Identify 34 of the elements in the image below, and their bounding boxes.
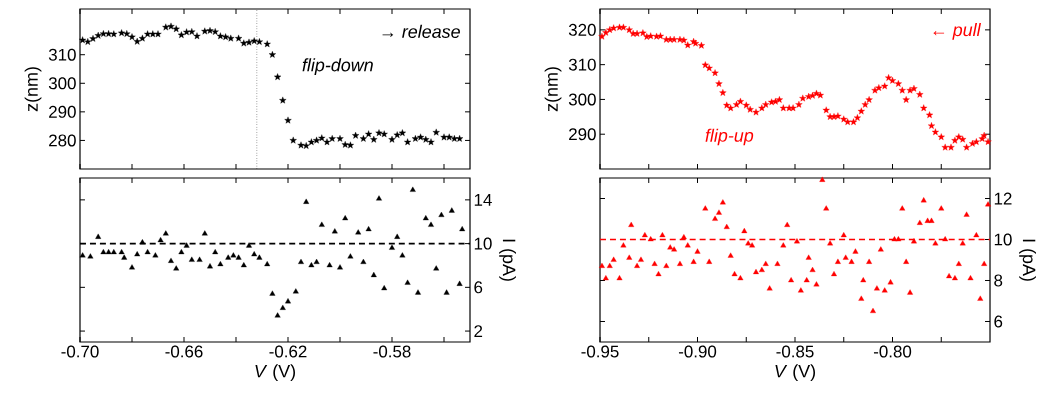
x-tick-label: -0.62: [269, 345, 307, 358]
x-tick-label: -0.80: [873, 345, 912, 358]
y2-tick-label: 10: [994, 233, 1012, 246]
y2-tick-label: 2: [474, 325, 483, 337]
y-tick-label: 310: [568, 58, 596, 71]
y-tick-label: 320: [568, 23, 596, 36]
y-tick-label: 300: [568, 93, 596, 106]
x-tick-label: -0.70: [61, 345, 99, 358]
y-tick-label: 300: [48, 77, 76, 90]
x-tick-label: -0.85: [776, 345, 814, 358]
annotation: → release: [382, 24, 460, 38]
y-tick-label: 290: [569, 128, 596, 141]
y-axis-title: z(nm): [544, 67, 562, 112]
x-tick-label: -0.95: [581, 345, 619, 358]
y2-tick-label: 12: [994, 192, 1012, 205]
y-tick-label: 290: [49, 105, 76, 118]
y2-tick-label: 6: [474, 281, 483, 294]
annotation: flip-up: [705, 128, 754, 146]
x-tick-label: -0.58: [373, 345, 411, 358]
x-tick-label: -0.90: [678, 345, 717, 358]
y2-tick-label: 10: [474, 237, 492, 250]
y2-axis-title: I (pA): [499, 239, 516, 281]
y-axis-title: z(nm): [24, 67, 42, 112]
x-axis-title: V (V): [775, 364, 816, 382]
y2-axis-title: I (pA): [1019, 239, 1036, 281]
y2-tick-label: 6: [994, 315, 1003, 328]
y2-tick-label: 8: [994, 274, 1003, 287]
x-axis-title: V (V): [255, 364, 296, 382]
x-tick-label: -0.66: [165, 345, 203, 358]
y-tick-label: 280: [49, 134, 76, 147]
y-tick-label: 310: [48, 48, 76, 61]
annotation: ← pull: [933, 23, 982, 40]
y2-tick-label: 14: [474, 194, 492, 206]
annotation: flip-down: [302, 58, 373, 75]
